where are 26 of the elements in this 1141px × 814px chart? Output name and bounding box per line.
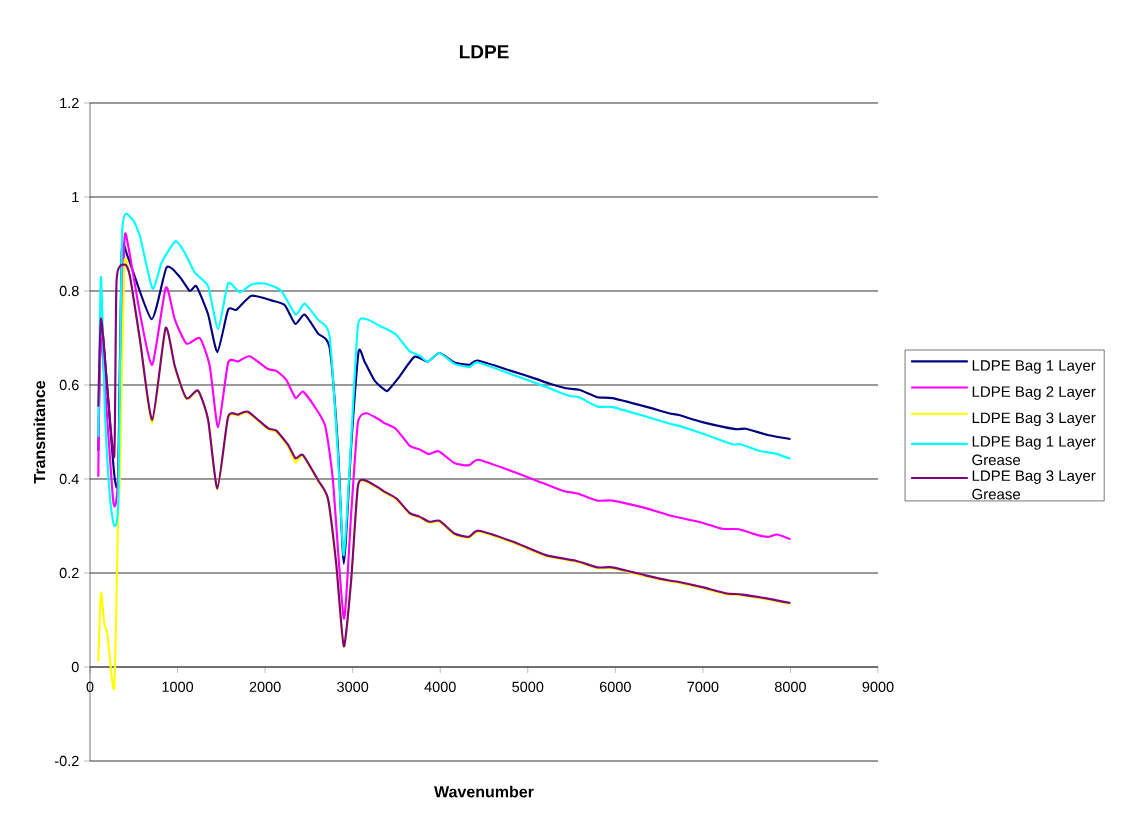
x-tick-label: 1000 xyxy=(162,681,194,692)
x-tick-label: 6000 xyxy=(599,681,631,692)
x-tick-label: 5000 xyxy=(512,681,544,692)
x-axis-title: Wavenumber xyxy=(434,785,534,798)
x-tick-label: 2000 xyxy=(249,681,281,692)
x-tick-label: 7000 xyxy=(687,681,719,692)
x-tick-label: 8000 xyxy=(774,681,806,692)
y-axis-title: Transmitance xyxy=(33,380,46,484)
y-tick-label: 0 xyxy=(71,661,79,673)
y-tick-label: 1 xyxy=(72,192,79,202)
y-tick-label: 0.8 xyxy=(59,285,79,297)
y-tick-label: 0.4 xyxy=(59,473,79,485)
x-tick-label: 3000 xyxy=(337,681,369,692)
legend-label: LDPE Bag 1 Layer xyxy=(972,360,1096,374)
x-tick-label: 9000 xyxy=(862,681,894,692)
legend-label: LDPE Bag 3 Layer xyxy=(972,412,1096,427)
legend-label: LDPE Bag 1 Layer Grease xyxy=(972,436,1096,466)
x-tick-label: 0 xyxy=(86,681,94,692)
chart-title: LDPE xyxy=(459,45,509,59)
y-tick-label: 0.2 xyxy=(59,567,79,579)
y-tick-label: 0.6 xyxy=(59,379,79,391)
x-tick-label: 4000 xyxy=(424,681,456,692)
y-tick-label: 1.2 xyxy=(60,97,79,109)
legend-label: LDPE Bag 3 Layer Grease xyxy=(972,470,1096,500)
y-tick-label: -0.2 xyxy=(54,755,79,767)
legend-label: LDPE Bag 2 Layer xyxy=(972,386,1096,400)
